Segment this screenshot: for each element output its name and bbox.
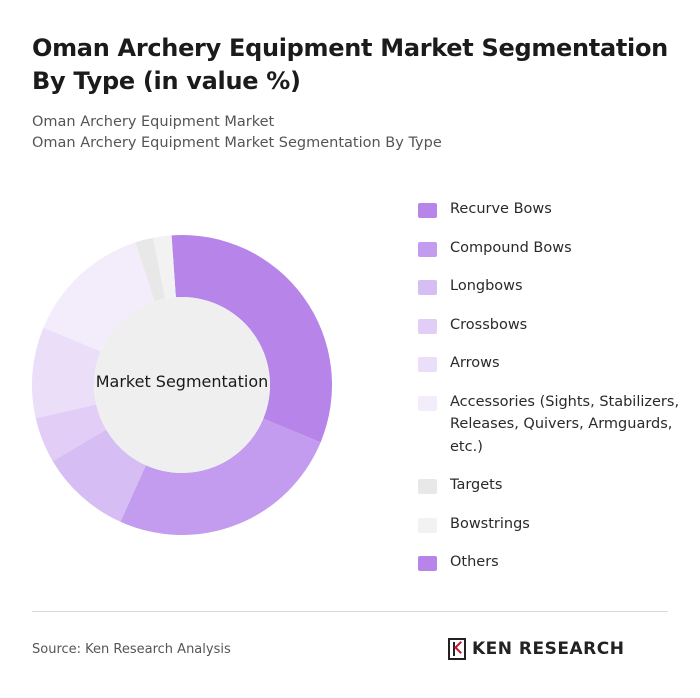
chart-subtitle-segmentation: Oman Archery Equipment Market Segmentati… [32, 135, 442, 151]
legend-swatch [418, 479, 437, 494]
legend-item: Targets [418, 474, 680, 497]
source-note: Source: Ken Research Analysis [32, 642, 231, 657]
donut-slice-0 [171, 235, 333, 443]
chart-title: Oman Archery Equipment Market Segmentati… [32, 34, 668, 95]
legend-label: Compound Bows [450, 239, 572, 256]
legend-item: Compound Bows [418, 237, 680, 260]
footer-divider [32, 611, 668, 612]
legend-swatch [418, 395, 437, 411]
legend-swatch [418, 517, 437, 533]
donut-slice-7 [153, 235, 176, 299]
legend-item: Recurve Bows [418, 198, 680, 221]
donut-slice-5 [43, 242, 155, 352]
legend-swatch [418, 357, 437, 372]
legend-swatch [418, 556, 437, 571]
legend-swatch [418, 318, 437, 334]
legend-item: Others [418, 551, 680, 574]
ken-research-logo: KEN RESEARCH [448, 636, 624, 662]
legend-item: Crossbows [418, 314, 680, 337]
legend-label: Arrows [450, 355, 500, 371]
legend-swatch [418, 241, 437, 257]
legend-label: Bowstrings [450, 515, 530, 532]
legend-label: Accessories (Sights, Stabilizers, Releas… [450, 393, 680, 455]
donut-slice-1 [120, 418, 321, 535]
donut-slice-2 [52, 429, 146, 522]
chart-legend: Recurve Bows Compound Bows Longbows Crossbo… [418, 198, 680, 590]
legend-swatch [418, 280, 437, 295]
legend-label: Targets [450, 477, 503, 493]
legend-label: Longbows [450, 278, 523, 294]
legend-label: Others [450, 554, 499, 570]
legend-swatch [418, 203, 437, 218]
legend-label: Recurve Bows [450, 201, 552, 217]
chart-subtitle-market: Oman Archery Equipment Market [32, 114, 275, 130]
legend-item: Bowstrings [418, 513, 680, 536]
legend-item: Accessories (Sights, Stabilizers, Releas… [418, 391, 680, 459]
donut-hole [94, 297, 270, 473]
ken-research-logo-text: KEN RESEARCH [472, 639, 625, 659]
donut-slice-6 [135, 237, 166, 302]
donut-slice-3 [35, 404, 107, 462]
legend-item: Arrows [418, 352, 680, 375]
donut-slice-4 [32, 327, 101, 419]
ken-research-logo-icon [448, 638, 466, 660]
legend-label: Crossbows [450, 316, 528, 333]
donut-center-label: Market Segmentation [95, 372, 269, 391]
legend-item: Longbows [418, 275, 680, 298]
